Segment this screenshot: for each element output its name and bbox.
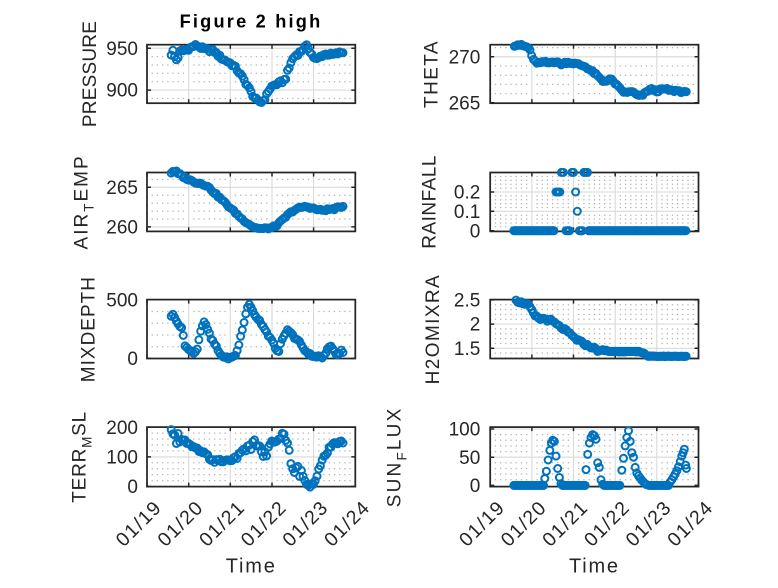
svg-text:0: 0 (127, 349, 138, 370)
svg-text:THETA: THETA (422, 40, 443, 108)
svg-text:SUNFLUX: SUNFLUX (385, 407, 410, 508)
svg-text:Time: Time (569, 556, 620, 578)
svg-text:2: 2 (470, 315, 481, 336)
svg-text:RAINFALL: RAINFALL (420, 155, 441, 249)
svg-text:100: 100 (106, 448, 138, 469)
svg-text:950: 950 (106, 39, 138, 60)
svg-text:TERRMSL: TERRMSL (70, 411, 95, 503)
svg-text:0: 0 (470, 476, 481, 497)
svg-text:265: 265 (106, 178, 138, 199)
svg-text:100: 100 (449, 420, 481, 441)
svg-text:AIRTEMP: AIRTEMP (72, 154, 97, 249)
svg-text:500: 500 (106, 290, 138, 311)
svg-text:260: 260 (106, 218, 138, 239)
svg-text:1.5: 1.5 (454, 339, 480, 360)
svg-text:PRESSURE: PRESSURE (80, 21, 101, 127)
svg-text:270: 270 (449, 47, 481, 68)
svg-text:0: 0 (470, 221, 481, 242)
svg-text:900: 900 (106, 81, 138, 102)
svg-text:2.5: 2.5 (454, 291, 480, 312)
svg-text:0.2: 0.2 (454, 183, 480, 204)
svg-text:Time: Time (226, 556, 277, 578)
svg-text:265: 265 (449, 93, 481, 114)
svg-text:Figure 2 high: Figure 2 high (180, 11, 323, 31)
svg-text:MIXDEPTH: MIXDEPTH (79, 276, 100, 382)
svg-text:0.1: 0.1 (454, 202, 480, 223)
svg-text:H2OMIXRA: H2OMIXRA (423, 274, 444, 384)
svg-text:50: 50 (459, 448, 480, 469)
svg-text:200: 200 (106, 418, 138, 439)
svg-text:0: 0 (127, 477, 138, 498)
